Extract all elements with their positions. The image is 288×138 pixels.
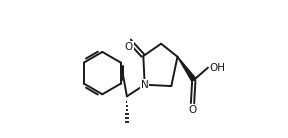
Text: OH: OH bbox=[209, 63, 225, 73]
Text: N: N bbox=[141, 80, 149, 90]
Text: O: O bbox=[125, 42, 133, 52]
Text: O: O bbox=[188, 105, 197, 115]
Polygon shape bbox=[177, 57, 196, 81]
